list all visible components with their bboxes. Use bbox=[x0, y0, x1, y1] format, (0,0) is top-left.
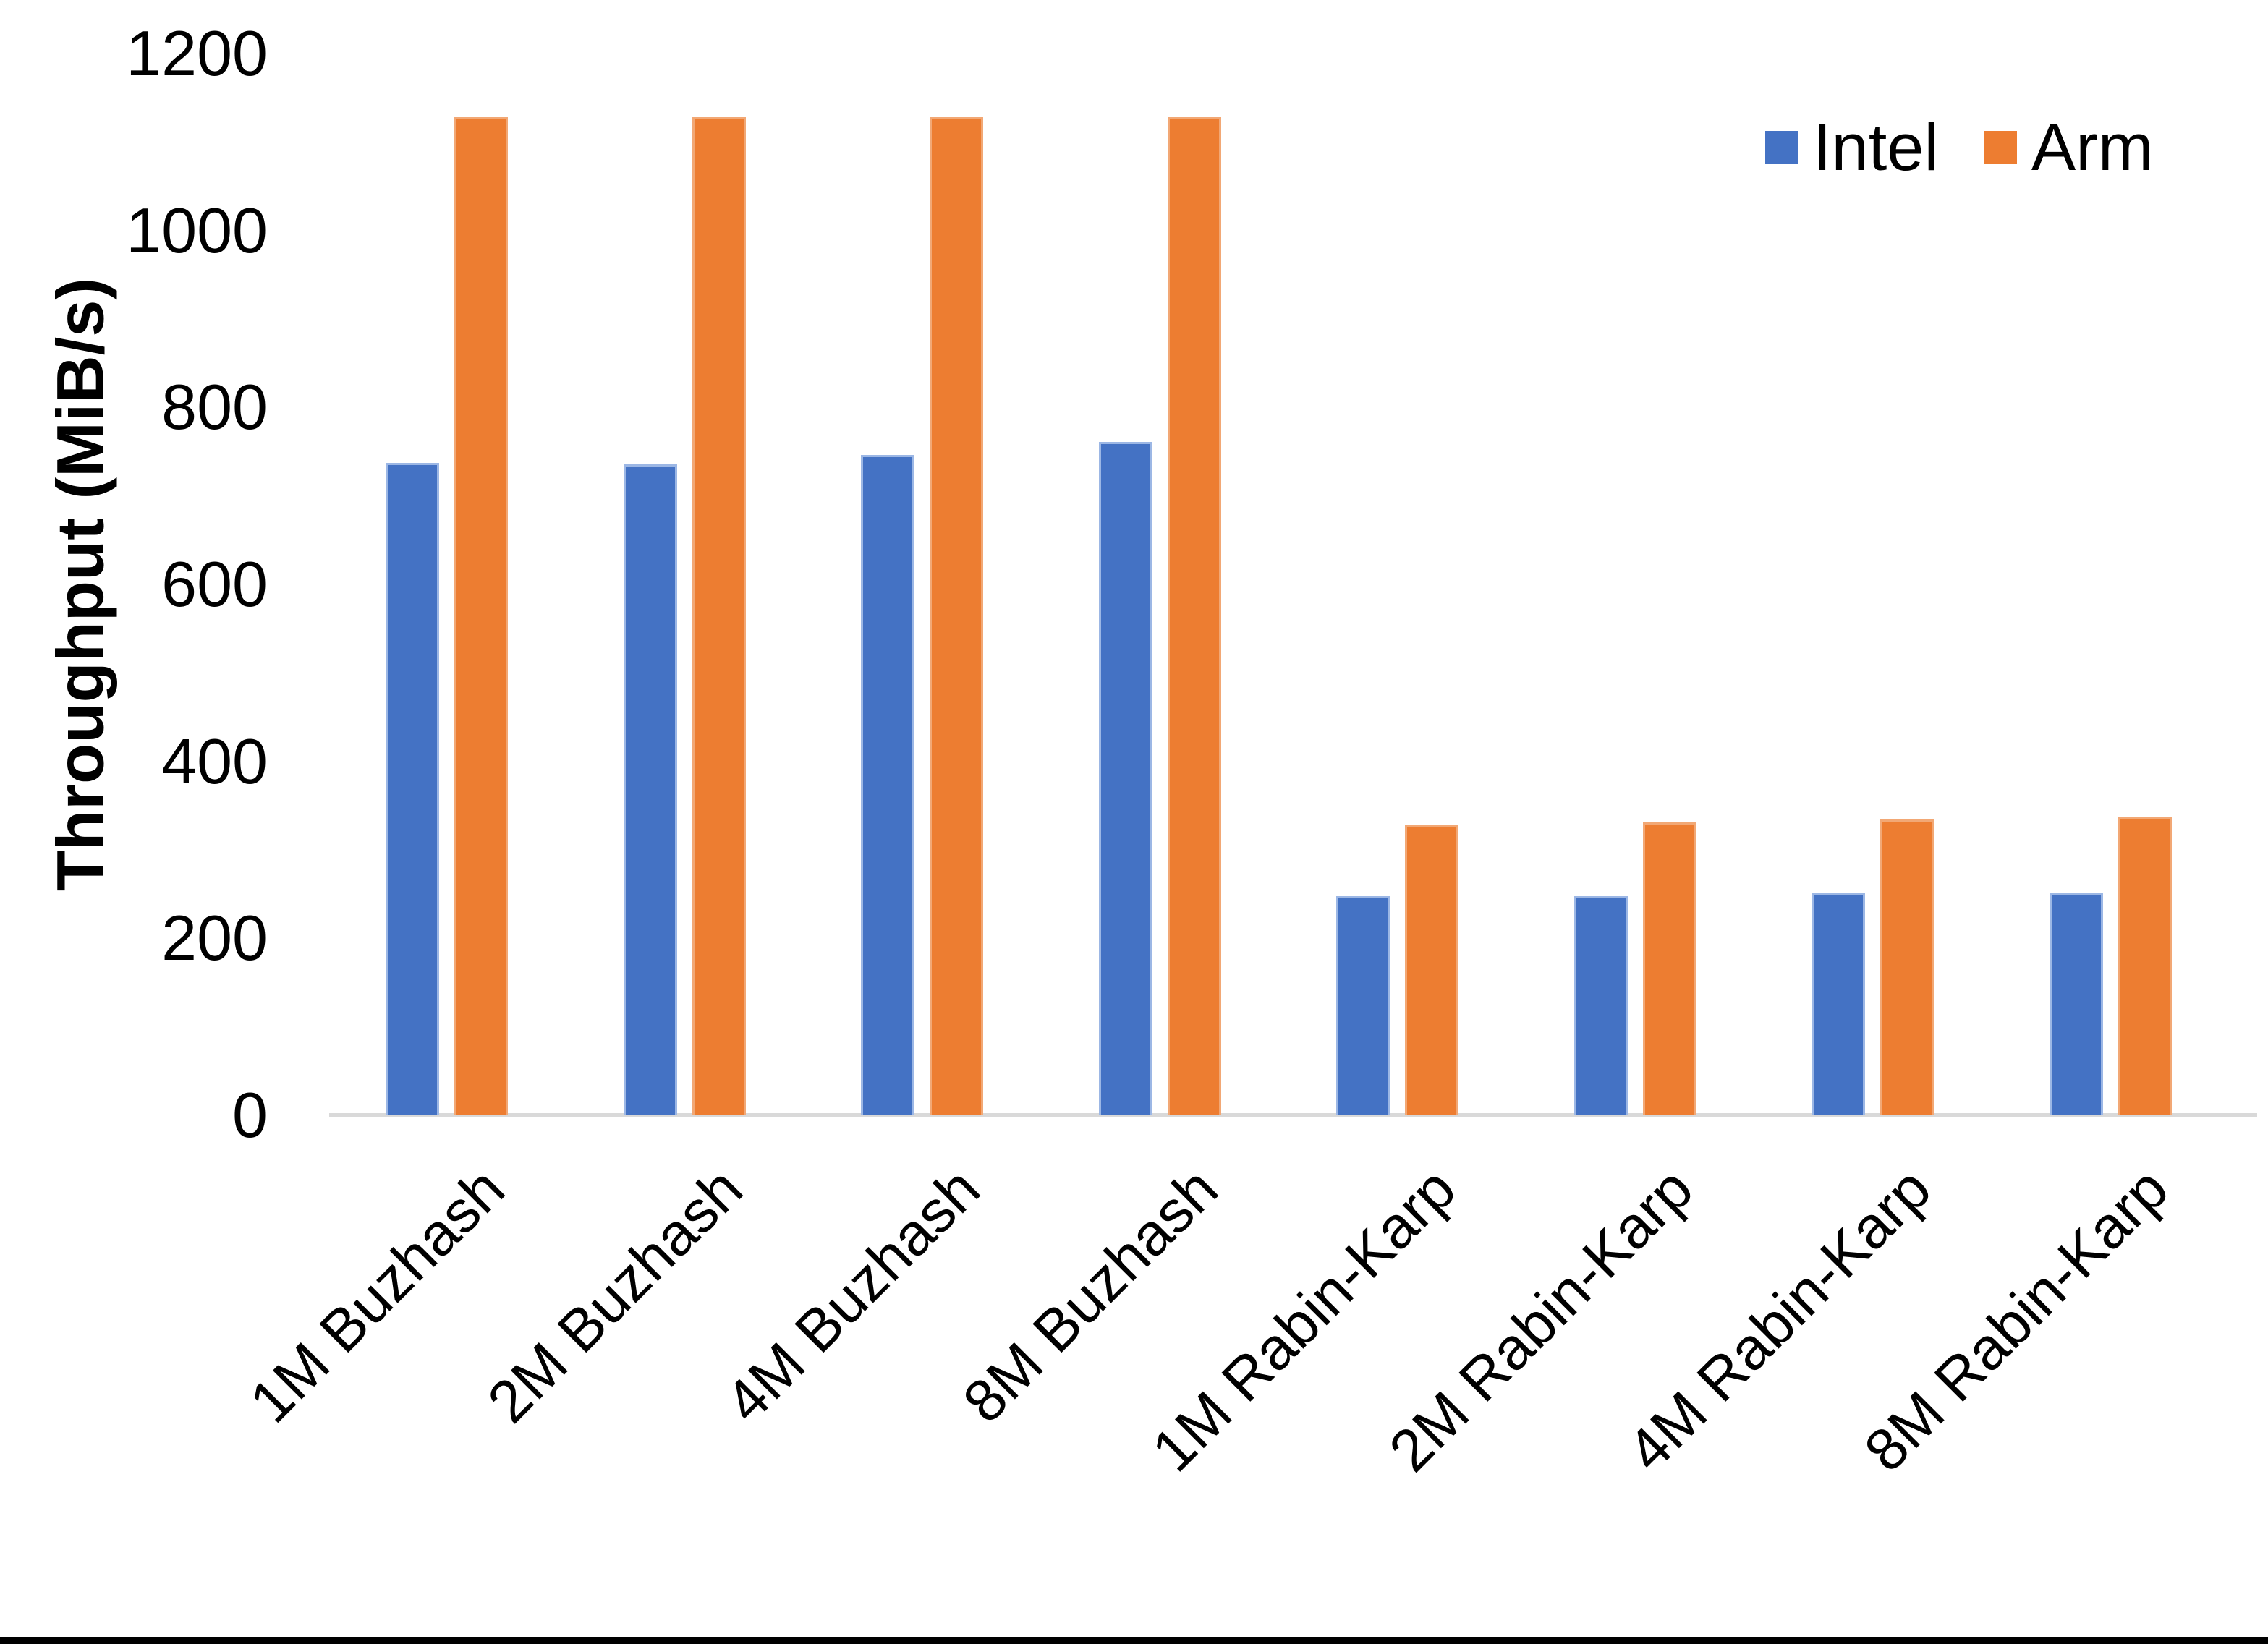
bar-arm-3 bbox=[930, 117, 983, 1115]
x-tick-label: 2M Buzhash bbox=[475, 1155, 755, 1436]
y-tick-label: 1200 bbox=[126, 17, 268, 89]
bar-intel-2 bbox=[623, 464, 677, 1115]
bar-intel-1 bbox=[386, 463, 439, 1115]
x-axis-tick-labels: 1M Buzhash 2M Buzhash 4M Buzhash 8M Buzhash… bbox=[237, 1155, 2257, 1625]
bar-arm-2 bbox=[692, 117, 746, 1115]
arm-series-swatch-icon bbox=[1983, 131, 2017, 164]
legend-item-intel: Intel bbox=[1765, 114, 1939, 181]
y-axis-tick-labels: 0 200 400 600 800 1000 1200 bbox=[43, 22, 268, 1147]
bar-arm-1 bbox=[454, 117, 508, 1115]
bar-intel-5 bbox=[1336, 896, 1390, 1115]
x-axis-line bbox=[329, 1113, 2257, 1117]
x-tick-label: 4M Buzhash bbox=[713, 1155, 993, 1436]
bar-intel-8 bbox=[2049, 893, 2103, 1115]
y-tick-label: 0 bbox=[232, 1079, 268, 1151]
legend: Intel Arm bbox=[1765, 114, 2154, 181]
bar-intel-6 bbox=[1573, 896, 1628, 1115]
bar-arm-5 bbox=[1405, 825, 1458, 1115]
bar-arm-6 bbox=[1642, 822, 1696, 1115]
bar-intel-4 bbox=[1098, 442, 1152, 1115]
bottom-border-bar bbox=[0, 1637, 2268, 1644]
bar-intel-3 bbox=[861, 455, 914, 1115]
y-tick-label: 400 bbox=[161, 725, 268, 797]
x-tick-label: 1M Buzhash bbox=[237, 1155, 518, 1436]
bar-arm-4 bbox=[1167, 117, 1221, 1115]
bar-arm-7 bbox=[1880, 819, 1934, 1115]
legend-item-arm: Arm bbox=[1983, 111, 2154, 184]
y-tick-label: 800 bbox=[161, 371, 268, 443]
legend-label-arm: Arm bbox=[2031, 111, 2154, 184]
y-tick-label: 600 bbox=[161, 548, 268, 620]
plot-area bbox=[329, 54, 2257, 1115]
intel-series-swatch-icon bbox=[1765, 131, 1798, 164]
y-tick-label: 200 bbox=[161, 902, 268, 974]
bar-arm-8 bbox=[2118, 817, 2172, 1115]
legend-label-intel: Intel bbox=[1813, 111, 1939, 184]
bar-intel-7 bbox=[1812, 893, 1865, 1115]
y-tick-label: 1000 bbox=[126, 194, 268, 266]
